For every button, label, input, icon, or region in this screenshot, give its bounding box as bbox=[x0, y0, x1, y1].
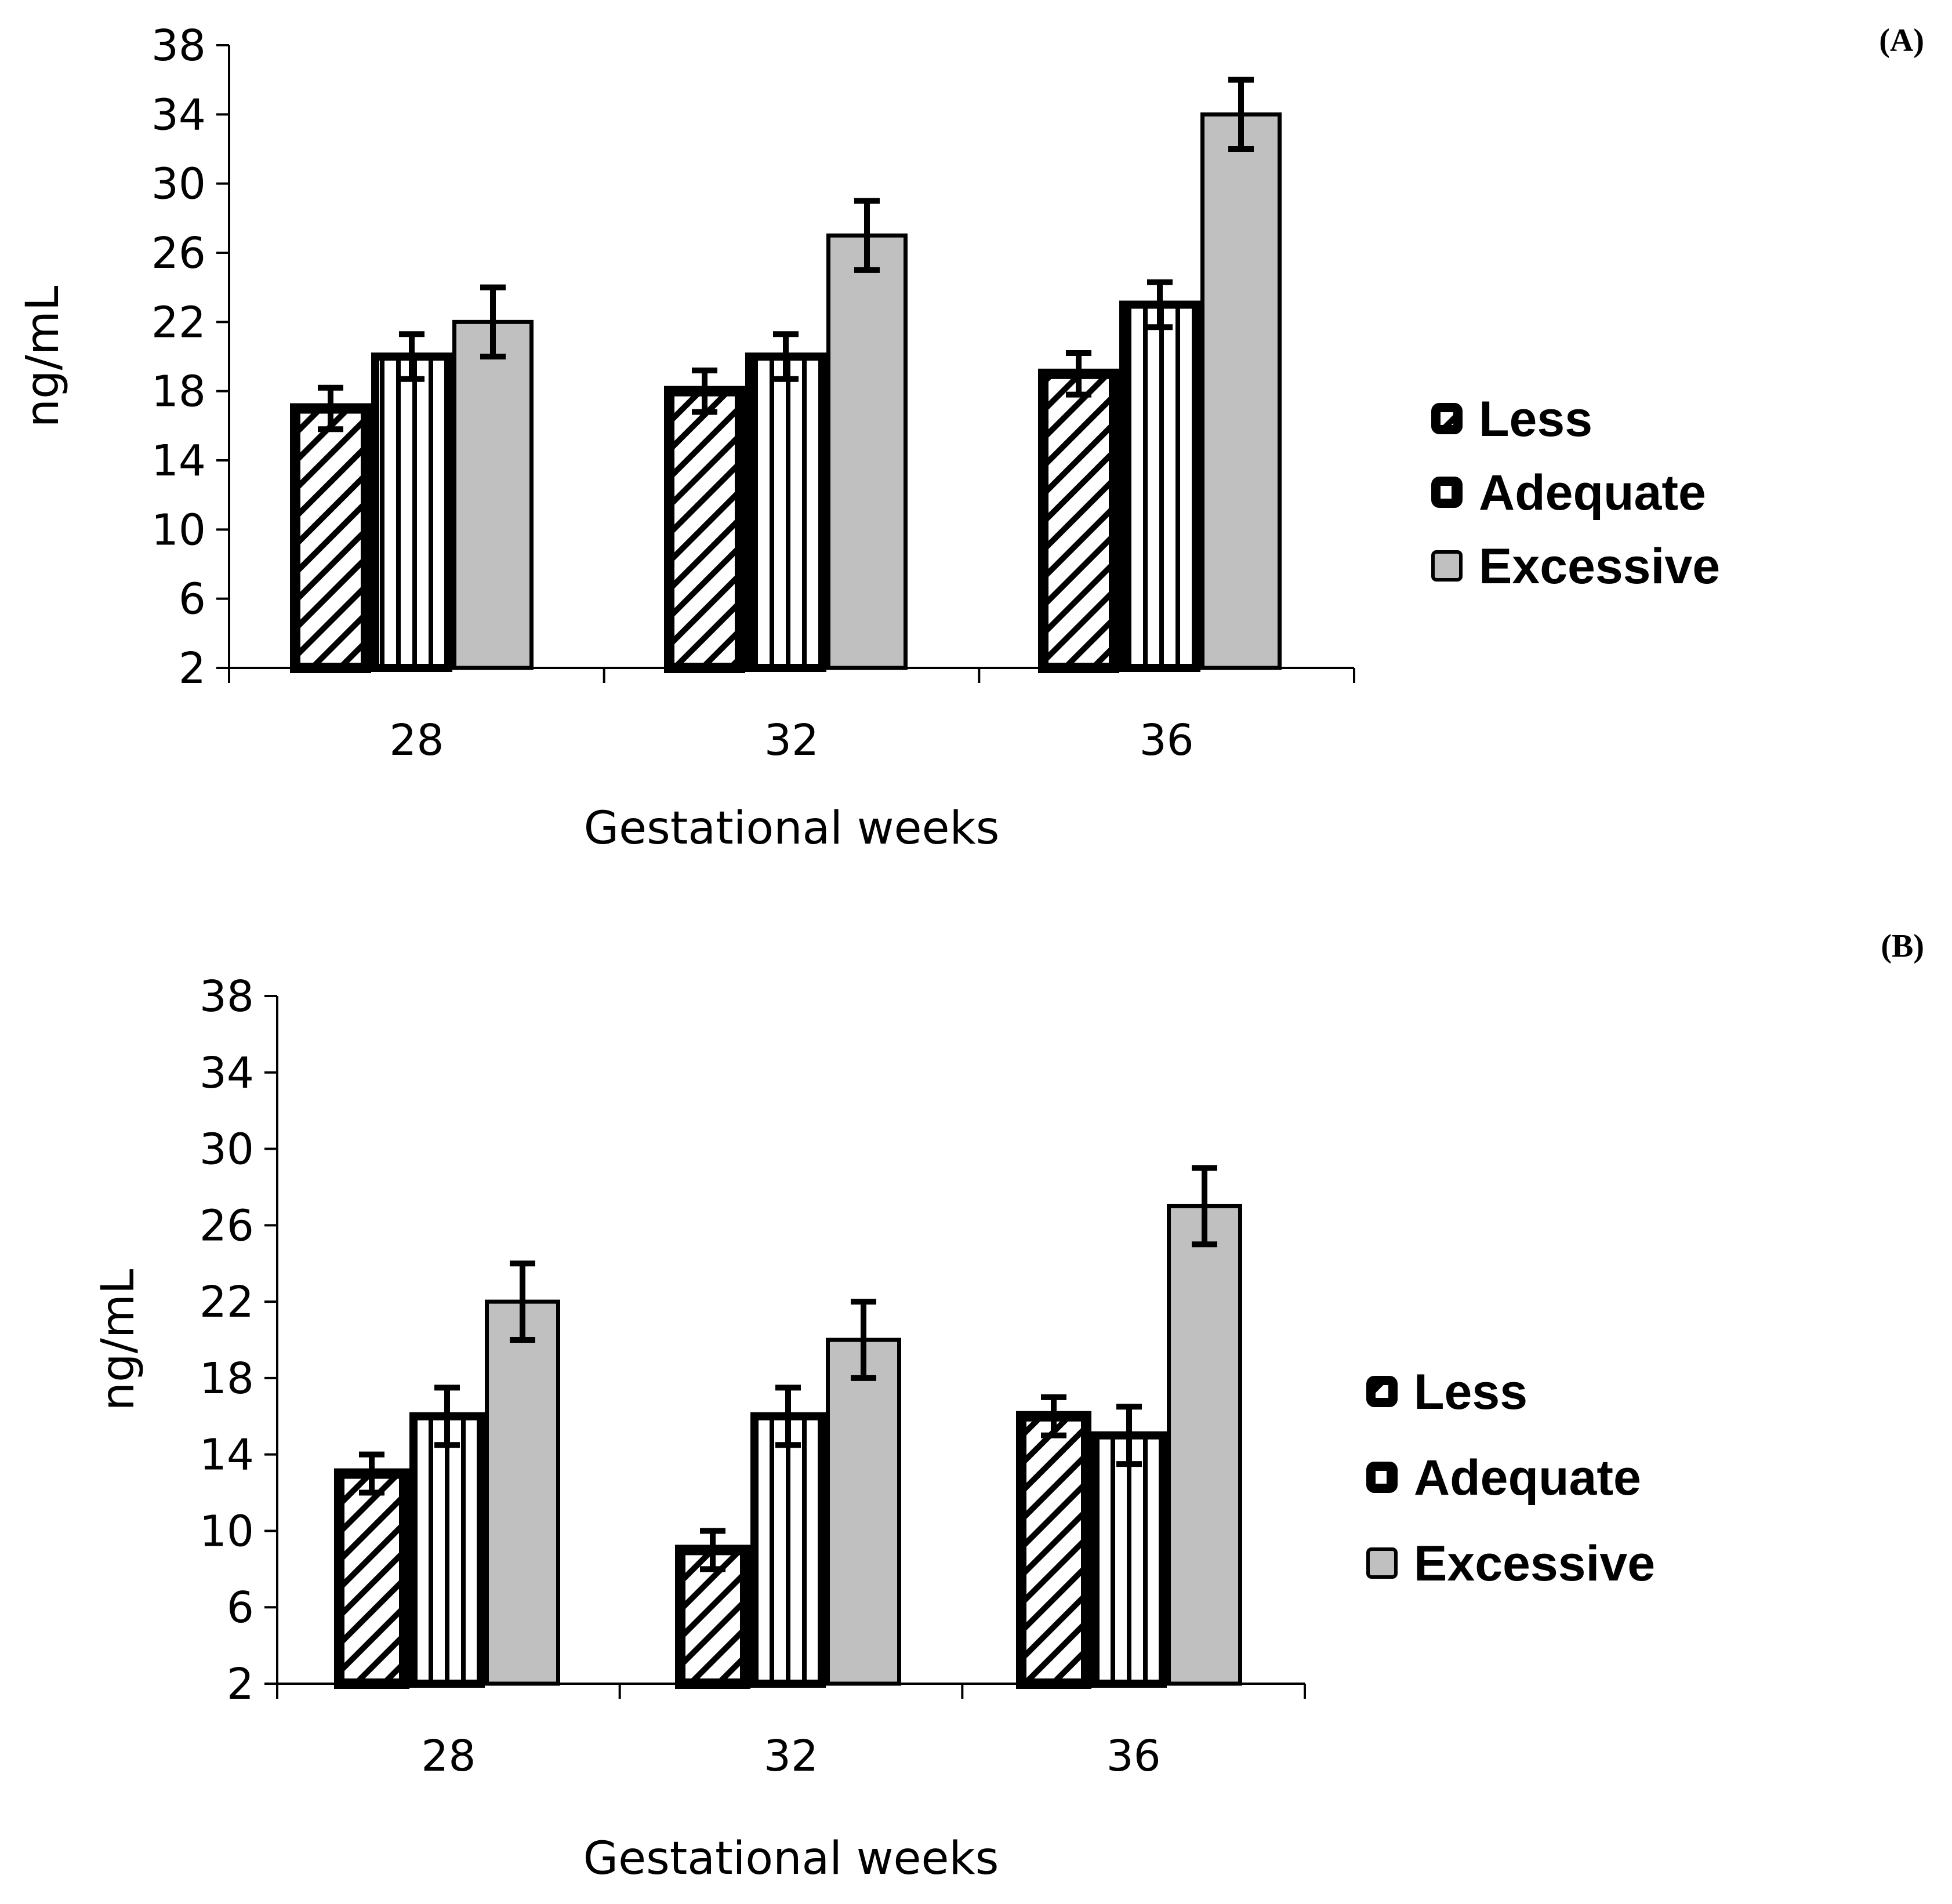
bar-excessive bbox=[452, 319, 534, 670]
bar-adequate bbox=[750, 1412, 826, 1688]
y-tick-label: 10 bbox=[199, 1506, 254, 1556]
bar-less bbox=[334, 1468, 409, 1689]
y-tick-label: 26 bbox=[151, 228, 206, 278]
bar-excessive bbox=[1200, 112, 1282, 670]
y-tick-label: 30 bbox=[151, 159, 206, 209]
x-tick-label: 32 bbox=[764, 715, 819, 765]
bar-excessive bbox=[485, 1299, 560, 1686]
bar-adequate bbox=[1119, 300, 1200, 672]
legend-label-excessive: Excessive bbox=[1479, 539, 1720, 594]
bar-less bbox=[290, 403, 371, 673]
y-tick-label: 2 bbox=[179, 644, 206, 693]
legend-swatch-excessive bbox=[1366, 1547, 1398, 1579]
bar-less bbox=[1038, 368, 1119, 673]
x-axis-title: Gestational weeks bbox=[583, 1833, 999, 1885]
y-tick-label: 14 bbox=[199, 1430, 254, 1480]
panel-label: (A) bbox=[1879, 23, 1924, 59]
x-tick-label: 28 bbox=[389, 715, 444, 765]
y-tick-label: 30 bbox=[199, 1125, 254, 1175]
legend-swatch-excessive bbox=[1431, 550, 1463, 582]
x-tick-label: 36 bbox=[1106, 1731, 1161, 1781]
panel-label: (B) bbox=[1881, 928, 1924, 964]
y-tick-label: 10 bbox=[151, 505, 206, 555]
x-axis-title: Gestational weeks bbox=[584, 802, 1000, 855]
legend-label-less: Less bbox=[1479, 391, 1592, 447]
y-tick-label: 38 bbox=[151, 21, 206, 71]
legend-label-excessive: Excessive bbox=[1414, 1536, 1655, 1591]
y-tick-label: 38 bbox=[199, 972, 254, 1022]
bar-adequate bbox=[1091, 1431, 1167, 1688]
x-tick-label: 32 bbox=[764, 1731, 818, 1781]
bar-less bbox=[1016, 1411, 1091, 1689]
y-axis-title: ng/mL bbox=[92, 1269, 144, 1411]
legend-swatch-less bbox=[1366, 1376, 1398, 1407]
y-tick-label: 34 bbox=[151, 90, 206, 140]
legend-swatch-adequate bbox=[1366, 1462, 1398, 1493]
y-axis-title: ng/mL bbox=[17, 285, 69, 427]
legend-swatch-adequate bbox=[1431, 477, 1463, 508]
y-tick-label: 22 bbox=[199, 1277, 254, 1327]
y-tick-label: 14 bbox=[151, 436, 206, 486]
y-tick-label: 18 bbox=[199, 1354, 254, 1404]
y-tick-label: 34 bbox=[199, 1048, 254, 1098]
bar-excessive bbox=[1167, 1204, 1242, 1686]
bar-less bbox=[664, 386, 745, 674]
bar-adequate bbox=[745, 353, 826, 672]
y-tick-label: 6 bbox=[179, 575, 206, 624]
legend-swatch-less bbox=[1431, 403, 1463, 434]
bar-adequate bbox=[409, 1412, 485, 1688]
bar-excessive bbox=[826, 1338, 901, 1686]
bar-less bbox=[675, 1545, 750, 1689]
legend-label-adequate: Adequate bbox=[1414, 1450, 1641, 1506]
legend-label-adequate: Adequate bbox=[1479, 465, 1706, 521]
y-tick-label: 2 bbox=[227, 1659, 254, 1709]
y-tick-label: 22 bbox=[151, 297, 206, 347]
bar-adequate bbox=[371, 353, 452, 672]
x-tick-label: 28 bbox=[421, 1731, 476, 1781]
legend-label-less: Less bbox=[1414, 1364, 1528, 1420]
y-tick-label: 6 bbox=[227, 1583, 254, 1633]
x-tick-label: 36 bbox=[1140, 715, 1194, 765]
y-tick-label: 26 bbox=[199, 1201, 254, 1251]
bar-excessive bbox=[826, 233, 908, 670]
y-tick-label: 18 bbox=[151, 367, 206, 417]
